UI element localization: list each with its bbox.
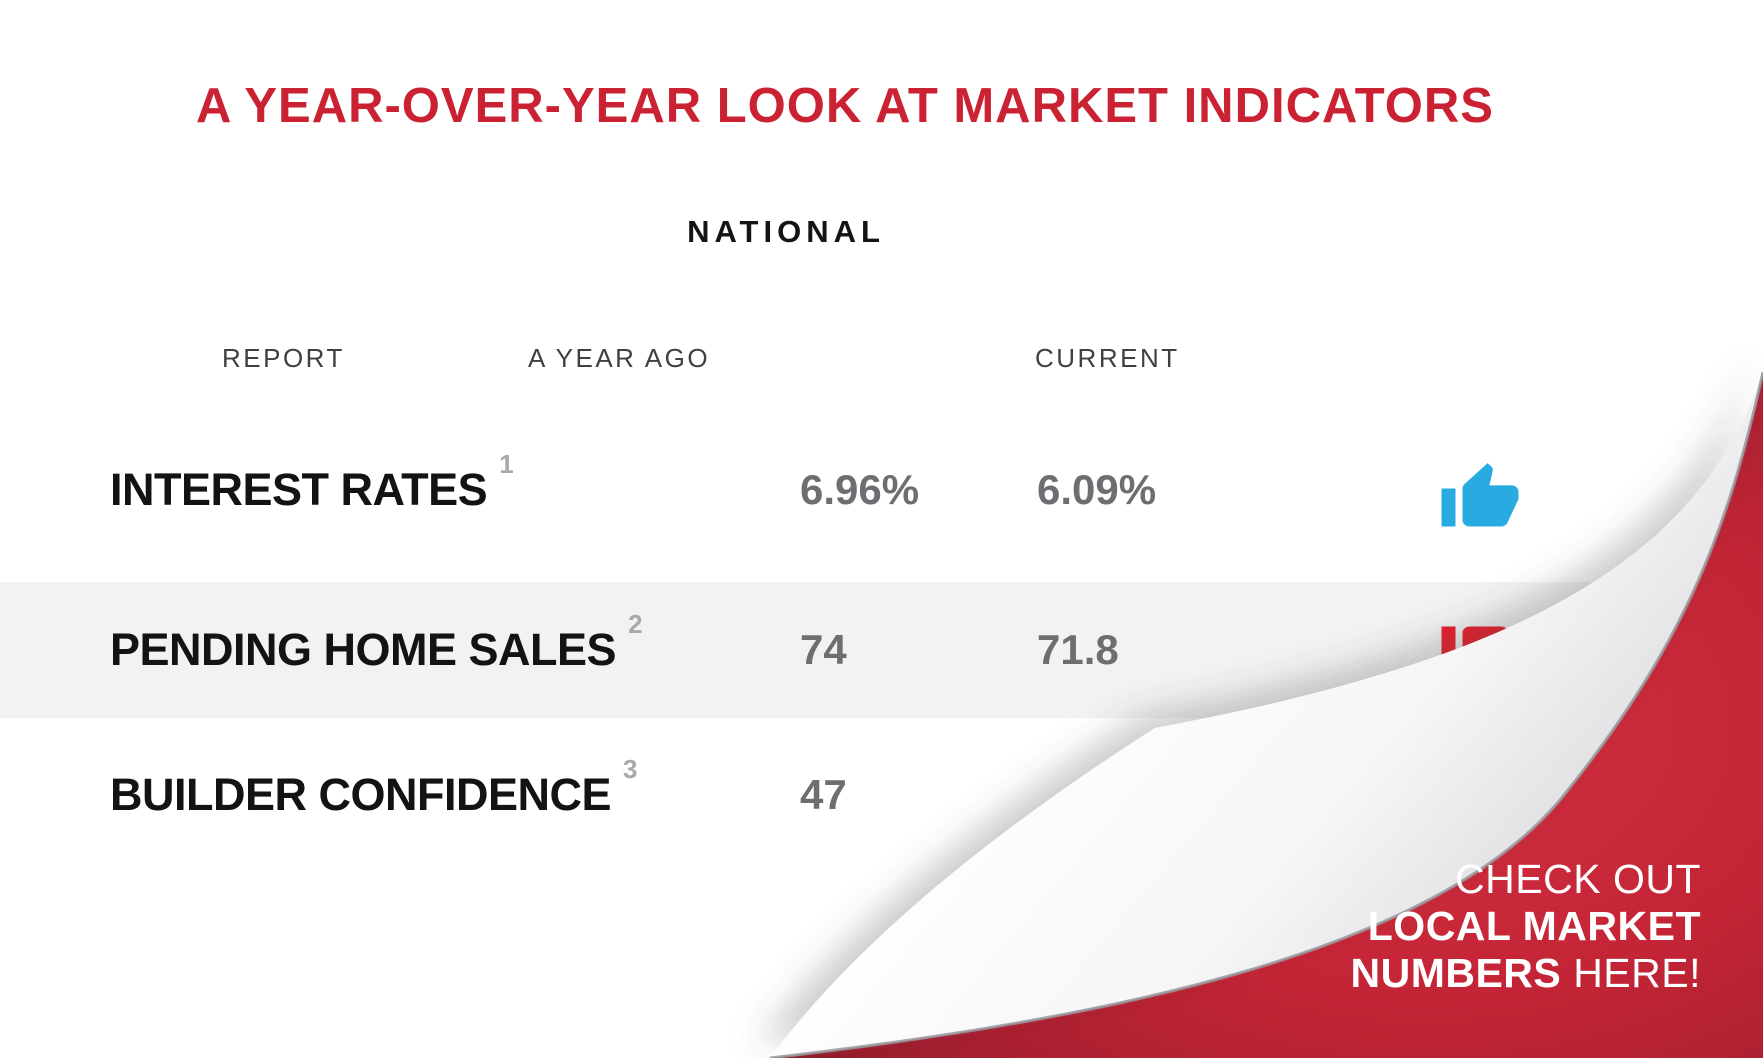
row-label-text: PENDING HOME SALES [110,624,617,675]
cta-line-2: LOCAL MARKET [1350,903,1701,950]
cta-line-3: NUMBERS HERE! [1350,950,1701,997]
table-row: BUILDER CONFIDENCE 3 47 [0,745,1763,845]
cta-here: HERE! [1573,950,1701,996]
footnote-marker: 2 [628,609,643,639]
cta-check-out: CHECK OUT [1455,856,1701,902]
year-ago-value: 6.96% [800,466,920,513]
local-market-cta[interactable]: CHECK OUT LOCAL MARKET NUMBERS HERE! [1350,856,1701,997]
row-label-text: BUILDER CONFIDENCE [110,769,612,820]
trend-indicator [1438,460,1763,536]
year-ago-value: 47 [800,771,847,818]
column-header-report: REPORT [222,342,345,373]
trend-indicator [1438,617,1763,693]
column-header-current: CURRENT [1035,342,1180,373]
table-header-labels: REPORT A YEAR AGO CURRENT [0,338,1763,378]
cta-local-market: LOCAL MARKET [1367,903,1701,949]
thumbs-up-icon [1441,463,1519,527]
table-row: INTEREST RATES 1 6.96% 6.09% [0,440,1763,540]
column-header-year-ago: A YEAR AGO [528,342,711,373]
footnote-marker: 3 [623,754,637,784]
row-label: INTEREST RATES 1 [110,449,800,516]
page-title: A YEAR-OVER-YEAR LOOK AT MARKET INDICATO… [196,79,1494,133]
row-label: PENDING HOME SALES 2 [110,609,800,676]
current-value: 71.8 [1037,626,1119,673]
footnote-marker: 1 [499,449,514,479]
cta-numbers: NUMBERS [1350,950,1562,996]
section-heading: NATIONAL [687,214,885,249]
table-row: PENDING HOME SALES 2 74 71.8 [0,600,1763,700]
cta-line-1: CHECK OUT [1350,856,1701,903]
row-label: BUILDER CONFIDENCE 3 [110,754,800,821]
row-label-text: INTEREST RATES [110,464,488,515]
current-value: 6.09% [1037,466,1157,513]
thumbs-down-icon [1441,626,1519,690]
year-ago-value: 74 [800,626,847,673]
